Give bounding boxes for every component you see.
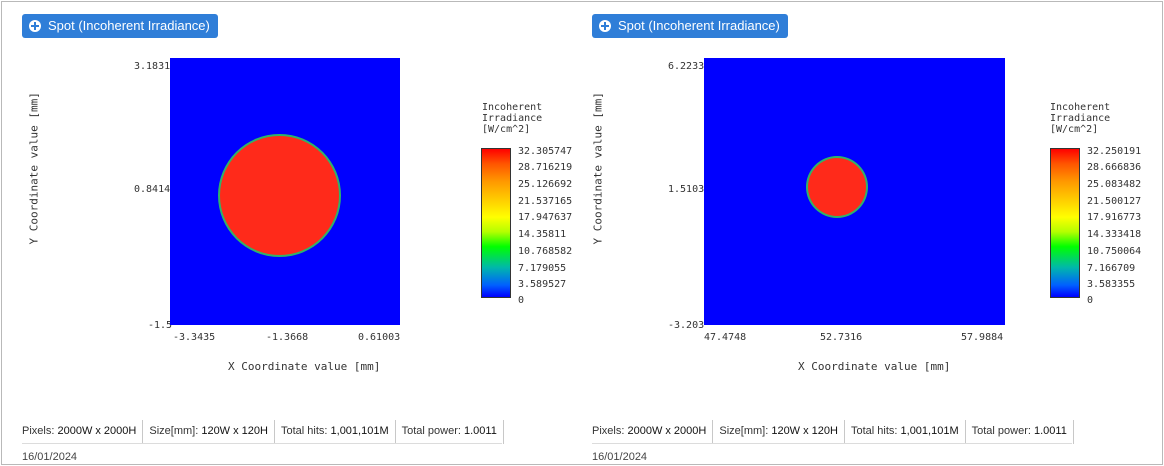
stat-size: Size[mm]: 120W x 120H bbox=[143, 420, 275, 444]
stat-total-power: Total power: 1.0011 bbox=[966, 420, 1074, 444]
colorbar-title-line3: [W/cm^2] bbox=[482, 124, 531, 135]
y-tick-bottom: -3.203 bbox=[668, 320, 705, 331]
plus-circle-icon bbox=[29, 20, 41, 32]
colorbar-title-line3: [W/cm^2] bbox=[1050, 124, 1099, 135]
stat-pixels: Pixels: 2000W x 2000H bbox=[592, 420, 714, 444]
x-tick-left: -3.3435 bbox=[173, 332, 216, 343]
spot-circle bbox=[220, 136, 339, 255]
colorbar-tick: 10.768582 bbox=[518, 246, 573, 257]
y-tick-bottom: -1.5 bbox=[148, 320, 173, 331]
irradiance-plot[interactable] bbox=[704, 58, 1005, 325]
colorbar-tick: 14.35811 bbox=[518, 229, 567, 240]
colorbar-tick: 0 bbox=[518, 295, 525, 306]
x-axis-label: X Coordinate value [mm] bbox=[798, 360, 951, 373]
spot-button-label: Spot (Incoherent Irradiance) bbox=[48, 18, 210, 33]
y-tick-top: 3.1831 bbox=[134, 61, 171, 72]
colorbar-tick: 25.126692 bbox=[518, 179, 573, 190]
spot-panel-left: Spot (Incoherent Irradiance) 3.1831 0.84… bbox=[2, 2, 572, 464]
stats-bar: Pixels: 2000W x 2000H Size[mm]: 120W x 1… bbox=[592, 420, 1074, 444]
spot-panel-right: Spot (Incoherent Irradiance) 6.2233 1.51… bbox=[572, 2, 1142, 464]
colorbar-title-line1: Incoherent bbox=[1050, 102, 1111, 113]
y-axis-label: Y Coordinate value [mm] bbox=[27, 92, 41, 245]
divider bbox=[592, 443, 1072, 444]
colorbar bbox=[1050, 148, 1080, 298]
stat-pixels: Pixels: 2000W x 2000H bbox=[22, 420, 144, 444]
colorbar-tick: 32.305747 bbox=[518, 146, 573, 157]
date-label: 16/01/2024 bbox=[592, 451, 648, 463]
x-tick-mid: -1.3668 bbox=[266, 332, 309, 343]
stat-total-hits: Total hits: 1,001,101M bbox=[845, 420, 966, 444]
colorbar-tick: 17.947637 bbox=[518, 212, 573, 223]
x-tick-mid: 52.7316 bbox=[820, 332, 863, 343]
colorbar-tick: 14.333418 bbox=[1087, 229, 1142, 240]
x-tick-right: 57.9884 bbox=[961, 332, 1004, 343]
spot-incoherent-irradiance-button[interactable]: Spot (Incoherent Irradiance) bbox=[592, 14, 788, 38]
colorbar-tick: 7.166709 bbox=[1087, 263, 1136, 274]
colorbar-tick: 3.589527 bbox=[518, 279, 567, 290]
colorbar-tick: 28.716219 bbox=[518, 162, 573, 173]
spot-incoherent-irradiance-button[interactable]: Spot (Incoherent Irradiance) bbox=[22, 14, 218, 38]
date-label: 16/01/2024 bbox=[22, 451, 78, 463]
x-axis-label: X Coordinate value [mm] bbox=[228, 360, 381, 373]
y-tick-top: 6.2233 bbox=[668, 61, 705, 72]
colorbar-tick: 21.500127 bbox=[1087, 196, 1142, 207]
colorbar-title-line2: Irradiance bbox=[482, 113, 543, 124]
colorbar-tick: 17.916773 bbox=[1087, 212, 1142, 223]
stat-total-power: Total power: 1.0011 bbox=[396, 420, 504, 444]
x-tick-right: 0.61003 bbox=[358, 332, 401, 343]
y-tick-mid: 1.5103 bbox=[668, 184, 705, 195]
spot-button-label: Spot (Incoherent Irradiance) bbox=[618, 18, 780, 33]
colorbar-tick: 21.537165 bbox=[518, 196, 573, 207]
colorbar bbox=[481, 148, 511, 298]
x-tick-left: 47.4748 bbox=[704, 332, 747, 343]
colorbar-tick: 25.083482 bbox=[1087, 179, 1142, 190]
colorbar-tick: 28.666836 bbox=[1087, 162, 1142, 173]
stat-total-hits: Total hits: 1,001,101M bbox=[275, 420, 396, 444]
colorbar-tick: 32.250191 bbox=[1087, 146, 1142, 157]
colorbar-tick: 7.179055 bbox=[518, 263, 567, 274]
colorbar-tick: 10.750064 bbox=[1087, 246, 1142, 257]
colorbar-tick: 0 bbox=[1087, 295, 1094, 306]
colorbar-title-line2: Irradiance bbox=[1050, 113, 1111, 124]
y-axis-label: Y Coordinate value [mm] bbox=[591, 92, 605, 245]
y-tick-mid: 0.8414 bbox=[134, 184, 171, 195]
spot-circle bbox=[808, 158, 866, 216]
irradiance-plot[interactable] bbox=[170, 58, 400, 325]
stat-size: Size[mm]: 120W x 120H bbox=[713, 420, 845, 444]
colorbar-title-line1: Incoherent bbox=[482, 102, 543, 113]
colorbar-tick: 3.583355 bbox=[1087, 279, 1136, 290]
plus-circle-icon bbox=[599, 20, 611, 32]
divider bbox=[22, 443, 502, 444]
stats-bar: Pixels: 2000W x 2000H Size[mm]: 120W x 1… bbox=[22, 420, 504, 444]
